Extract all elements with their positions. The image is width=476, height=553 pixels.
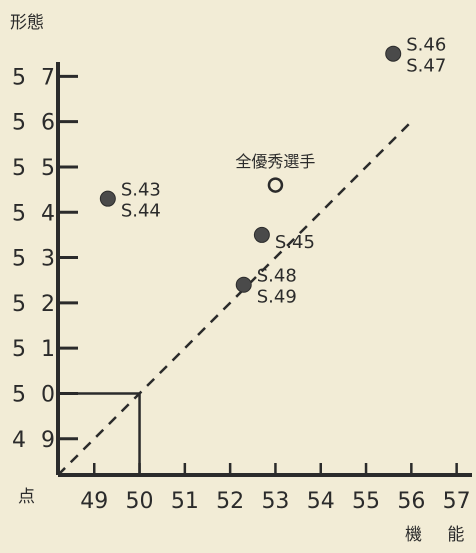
- point-label: S.47: [406, 56, 446, 77]
- data-point: [235, 276, 252, 293]
- ticks-layer: 49 50 51 52 53 54 55 56 57 4 9 5 0 5 1 5 2 5 3 5 4 5 5 5…: [12, 65, 471, 514]
- x-tick-label: 52: [216, 489, 244, 514]
- y-tick-label: 5 6: [12, 111, 59, 136]
- x-tick-label: 49: [80, 489, 108, 514]
- y-tick-label: 4 9: [12, 428, 59, 453]
- x-tick-label: 55: [352, 489, 380, 514]
- y-tick-label: 5 0: [12, 382, 59, 407]
- y-tick-label: 5 7: [12, 65, 59, 90]
- x-tick-label: 50: [126, 489, 154, 514]
- x-axis-title: 機 能: [405, 525, 474, 545]
- point-label: 全優秀選手: [235, 152, 315, 171]
- point-label: S.48: [257, 266, 297, 287]
- data-point-open: [267, 177, 284, 193]
- x-tick-label: 54: [307, 489, 335, 514]
- reference-diagonal-line: [57, 120, 413, 476]
- x-tick-label: 57: [443, 489, 471, 514]
- data-point: [99, 190, 116, 207]
- data-point: [253, 226, 270, 243]
- point-label: S.46: [406, 35, 446, 56]
- points-layer: S.43S.44 S.45 S.48S.49 S.46S.47 全優秀選手: [99, 35, 446, 308]
- y-tick-label: 5 1: [12, 337, 59, 362]
- reference-layer: [57, 120, 413, 476]
- origin-label: 点: [18, 487, 35, 507]
- y-axis-title: 形態: [10, 13, 44, 33]
- x-tick-label: 53: [261, 489, 289, 514]
- point-label: S.49: [257, 287, 297, 308]
- y-tick-label: 5 4: [12, 201, 59, 226]
- point-label: S.44: [121, 201, 161, 222]
- data-point: [385, 45, 402, 62]
- point-label: S.45: [275, 232, 315, 253]
- x-tick-label: 56: [397, 489, 425, 514]
- y-tick-label: 5 3: [12, 247, 59, 272]
- point-label: S.43: [121, 180, 161, 201]
- y-tick-label: 5 2: [12, 292, 59, 317]
- x-tick-label: 51: [171, 489, 199, 514]
- y-tick-label: 5 5: [12, 156, 59, 181]
